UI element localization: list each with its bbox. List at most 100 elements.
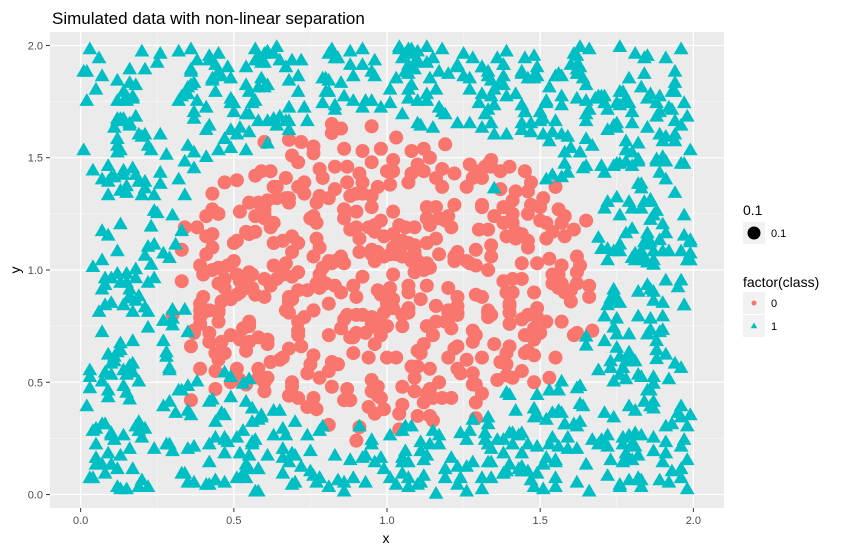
data-point-class-1	[538, 450, 554, 463]
data-point-class-0	[422, 260, 437, 275]
data-point-class-1	[140, 138, 156, 151]
data-point-class-0	[429, 170, 444, 185]
data-point-class-0	[474, 350, 489, 365]
data-point-class-0	[465, 334, 480, 349]
data-point-class-1	[131, 126, 147, 140]
data-point-class-1	[609, 189, 625, 203]
data-point-class-1	[180, 403, 196, 416]
data-point-class-1	[551, 66, 566, 79]
data-point-class-1	[600, 194, 615, 207]
data-point-class-0	[517, 164, 532, 179]
data-point-class-1	[162, 394, 177, 407]
data-point-class-1	[125, 304, 141, 317]
data-point-class-1	[244, 436, 260, 450]
data-point-class-1	[94, 456, 110, 470]
data-point-class-1	[401, 470, 416, 484]
data-point-class-1	[82, 41, 98, 55]
data-point-class-0	[579, 213, 594, 228]
data-point-class-0	[465, 377, 480, 392]
data-point-class-1	[529, 465, 545, 479]
data-point-class-0	[358, 325, 373, 340]
data-point-class-1	[667, 113, 683, 127]
data-point-class-1	[293, 52, 309, 66]
data-point-class-0	[300, 366, 315, 381]
data-point-class-1	[110, 344, 125, 358]
data-point-class-1	[450, 115, 465, 129]
data-point-class-0	[380, 164, 394, 179]
data-point-class-0	[514, 256, 529, 271]
data-point-class-0	[355, 144, 370, 158]
data-point-class-0	[505, 271, 520, 286]
data-point-class-1	[627, 403, 643, 416]
data-point-class-1	[551, 382, 566, 396]
data-point-class-0	[545, 267, 560, 282]
data-point-class-0	[340, 175, 355, 190]
data-point-class-1	[171, 171, 186, 185]
data-point-class-1	[612, 97, 628, 111]
data-point-class-0	[300, 399, 315, 414]
data-point-class-1	[591, 88, 606, 102]
data-point-class-1	[676, 95, 692, 109]
data-point-class-1	[474, 120, 490, 133]
data-point-class-1	[345, 93, 361, 106]
data-point-class-1	[128, 261, 144, 275]
data-point-class-1	[355, 99, 370, 113]
data-point-class-1	[235, 376, 251, 389]
data-point-class-0	[196, 305, 211, 320]
data-point-class-1	[422, 70, 438, 84]
data-point-class-0	[327, 182, 342, 197]
data-point-class-1	[658, 445, 674, 459]
data-point-class-1	[548, 470, 563, 484]
data-point-class-0	[499, 368, 514, 383]
class-legend-title: factor(class)	[743, 274, 819, 290]
data-point-class-1	[483, 72, 499, 86]
data-point-class-1	[183, 63, 199, 77]
data-point-class-0	[217, 175, 232, 190]
data-point-class-1	[658, 346, 674, 360]
data-point-class-0	[514, 364, 529, 379]
data-point-class-1	[621, 344, 637, 358]
data-point-class-1	[198, 149, 214, 162]
data-point-class-0	[505, 193, 520, 208]
data-point-class-1	[532, 113, 548, 127]
data-point-class-1	[131, 373, 147, 387]
data-point-class-1	[633, 79, 649, 93]
data-point-class-1	[398, 418, 413, 432]
data-point-class-0	[340, 307, 355, 322]
data-point-class-0	[285, 245, 300, 260]
data-point-class-1	[312, 423, 327, 436]
data-point-class-1	[609, 310, 625, 324]
data-point-class-1	[94, 252, 110, 266]
data-point-class-0	[573, 258, 588, 273]
data-point-class-0	[474, 289, 489, 304]
data-point-class-1	[621, 326, 637, 340]
data-point-class-1	[238, 106, 254, 120]
data-point-class-1	[428, 486, 444, 499]
data-point-class-1	[171, 43, 186, 57]
data-point-class-1	[664, 102, 680, 115]
data-point-class-1	[281, 122, 297, 135]
data-point-class-1	[496, 68, 511, 82]
data-point-class-1	[324, 41, 340, 55]
data-point-class-1	[477, 106, 493, 120]
data-point-class-1	[113, 182, 128, 196]
data-point-class-1	[640, 382, 655, 396]
data-point-class-0	[278, 170, 293, 185]
data-point-class-1	[649, 342, 664, 356]
data-point-class-0	[364, 188, 379, 203]
data-point-class-1	[655, 216, 671, 230]
data-point-class-1	[499, 126, 514, 140]
data-point-class-1	[578, 131, 594, 144]
data-point-class-0	[355, 175, 370, 190]
data-point-class-1	[152, 126, 168, 140]
data-point-class-1	[162, 250, 177, 263]
data-point-class-1	[594, 241, 609, 254]
data-point-class-0	[429, 314, 444, 329]
data-point-class-0	[364, 155, 379, 170]
data-point-class-1	[352, 418, 367, 432]
data-point-class-1	[600, 468, 615, 481]
data-point-class-1	[94, 373, 110, 387]
data-point-class-1	[107, 120, 122, 133]
data-point-class-1	[581, 41, 597, 55]
data-point-class-1	[82, 369, 98, 382]
